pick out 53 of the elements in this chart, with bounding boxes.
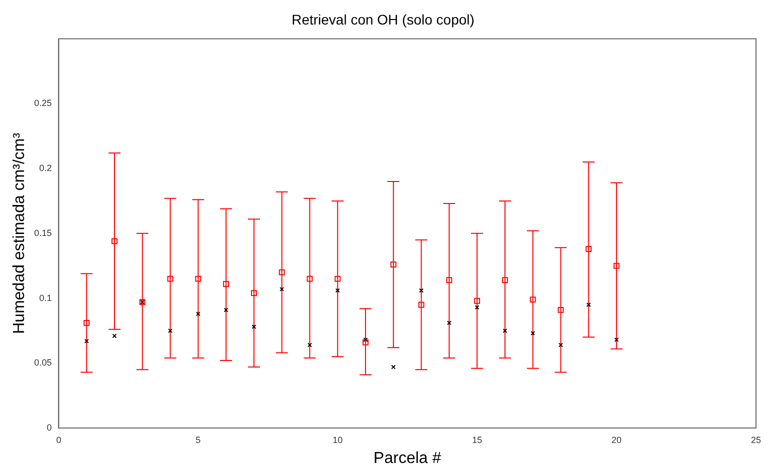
point [363,338,368,342]
chart-title: Retrieval con OH (solo copol) [292,11,474,28]
point [280,286,284,292]
point [558,342,564,348]
x-tick-label: 20 [612,434,622,445]
point [586,246,592,252]
point [419,288,424,293]
point [474,305,480,310]
point [446,277,452,284]
point [195,276,202,282]
point [558,306,564,313]
point [307,342,312,348]
y-tick-label: 0.25 [34,98,52,108]
x-tick-label: 15 [472,434,482,445]
point [586,302,591,308]
y-tick-label: 0.15 [34,228,52,238]
point [614,262,620,269]
point [278,269,285,276]
point [530,331,536,336]
y-tick-label: 0.05 [34,358,52,368]
point [335,288,340,293]
point [84,338,89,344]
point [196,312,200,316]
point [223,281,230,287]
y-tick-label: 0.1 [39,292,52,303]
point [167,276,174,282]
point [252,324,256,330]
point [530,296,536,303]
point [250,290,257,296]
x-axis-title: Parcela # [374,450,442,467]
point [84,320,90,326]
y-tick-label: 0.2 [39,163,52,174]
y-axis-title: Humedad estimada cm³/cm³ [11,132,28,334]
point [224,308,228,312]
point [306,276,313,282]
point [112,334,117,338]
point [502,328,508,333]
point [391,364,396,370]
x-tick-label: 10 [332,434,343,445]
point [168,328,173,333]
point [112,238,118,244]
point [390,262,396,268]
point [446,320,452,326]
point [614,338,619,342]
point [334,276,341,282]
point [362,339,368,346]
x-tick-label: 0 [56,434,62,445]
point [502,277,508,284]
x-tick-label: 5 [196,434,201,445]
point [418,302,424,308]
point [474,298,480,304]
y-tick-label: 0 [46,422,52,432]
x-tick-label: 25 [750,434,761,445]
